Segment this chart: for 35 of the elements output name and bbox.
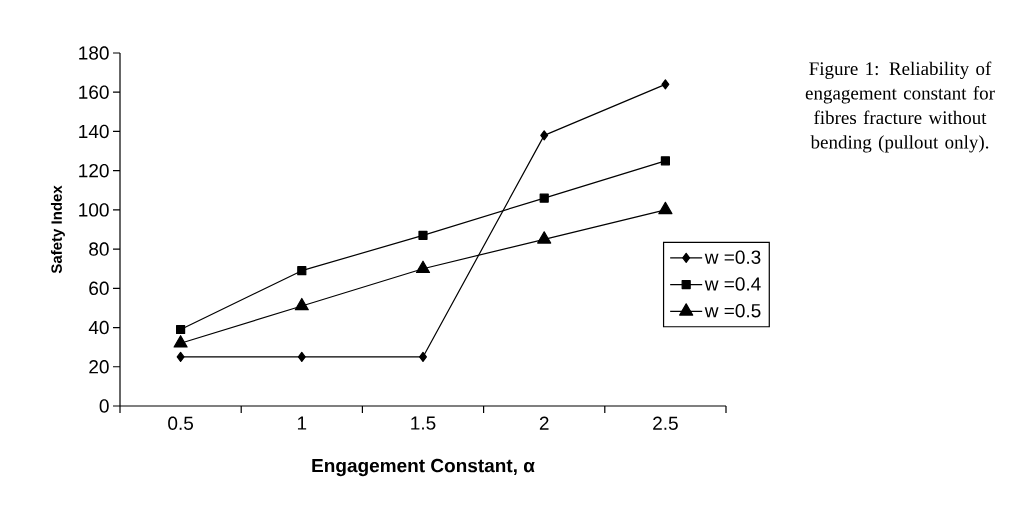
point xyxy=(539,193,549,203)
y-tick-label: 120 xyxy=(79,163,109,178)
x-tick-label: 1 xyxy=(297,416,307,430)
y-tick-label: 140 xyxy=(79,124,109,139)
point xyxy=(540,130,549,141)
legend-label: w =0.3 xyxy=(704,250,761,264)
point xyxy=(418,230,428,240)
y-tick-label: 20 xyxy=(89,360,109,374)
x-tick-label: 2 xyxy=(539,416,549,430)
x-tick-label: 0.5 xyxy=(168,416,194,430)
point xyxy=(415,260,431,274)
y-tick-label: 100 xyxy=(79,203,109,217)
point xyxy=(660,156,670,166)
y-tick-label: 40 xyxy=(88,320,109,335)
point xyxy=(173,335,188,348)
y-tick-label: 180 xyxy=(79,46,109,60)
x-tick-label: 2.5 xyxy=(653,416,678,430)
point xyxy=(297,351,306,363)
point xyxy=(294,297,309,311)
point xyxy=(537,231,552,244)
y-tick-label: 160 xyxy=(79,85,109,99)
legend-label: w =0.5 xyxy=(704,303,761,318)
x-axis-title: Engagement Constant, α xyxy=(312,458,535,477)
y-tick-label: 80 xyxy=(89,242,109,256)
y-tick-label: 0 xyxy=(99,399,109,413)
caption: Figure 1: Reliability of engagement constant for fibres fracture without bending (pullout only). xyxy=(805,61,995,153)
point xyxy=(176,351,185,363)
point xyxy=(176,324,186,335)
y-tick-label: 60 xyxy=(89,281,109,296)
legend-label: w =0.4 xyxy=(704,277,761,291)
point xyxy=(297,266,307,276)
point xyxy=(661,79,670,90)
point xyxy=(658,201,673,215)
x-tick-label: 1.5 xyxy=(411,416,436,430)
y-axis-title: Safety Index xyxy=(50,185,65,274)
